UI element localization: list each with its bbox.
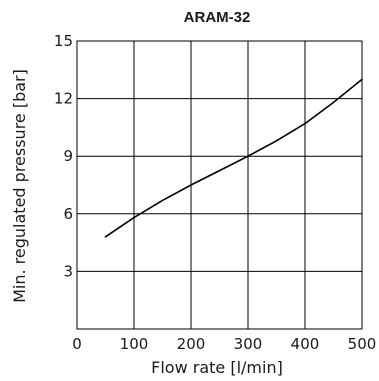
plot-frame	[76, 40, 363, 330]
x-tick-label: 0	[72, 335, 82, 353]
y-tick-label: 6	[63, 205, 73, 223]
y-tick-label: 15	[54, 32, 73, 50]
grid	[76, 40, 363, 330]
tick-labels: 0 100 200 300 400 500 3 6 9 12 15	[54, 32, 376, 353]
x-tick-label: 100	[120, 335, 149, 353]
x-tick-label: 300	[234, 335, 263, 353]
chart-title: ARAM-32	[184, 9, 251, 26]
y-axis-label: Min. regulated pressure [bar]	[10, 69, 29, 303]
y-tick-label: 12	[54, 90, 73, 108]
x-tick-label: 200	[177, 335, 206, 353]
x-tick-label: 500	[348, 335, 377, 353]
series-layer	[104, 78, 363, 238]
x-axis-label: Flow rate [l/min]	[151, 358, 283, 377]
series-line	[104, 78, 363, 238]
y-tick-label: 3	[63, 262, 73, 280]
y-tick-label: 9	[63, 147, 73, 165]
x-tick-label: 400	[291, 335, 320, 353]
